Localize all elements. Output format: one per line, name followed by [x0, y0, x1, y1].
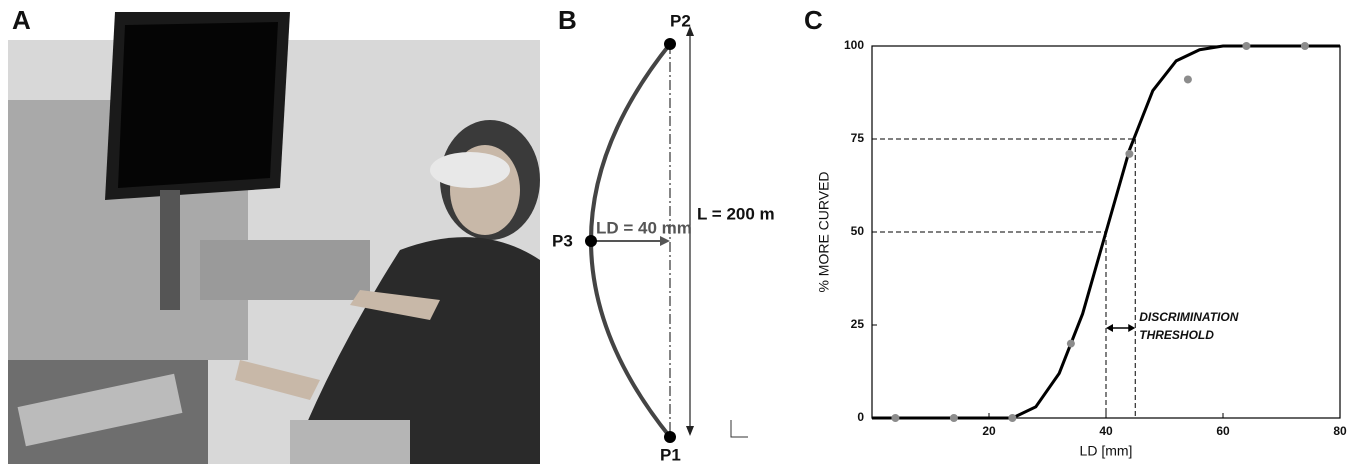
ld-label: LD = 40 mm	[596, 218, 692, 237]
data-point	[891, 414, 899, 422]
panel-label: B	[558, 5, 577, 35]
arrow-head	[1128, 324, 1135, 332]
data-point	[1242, 42, 1250, 50]
figure: A B P2 P1 P3 LD = 40 mm L = 200 m C 0 25 5…	[0, 0, 1363, 464]
x-tick-label: 80	[1333, 424, 1347, 438]
data-point	[1184, 75, 1192, 83]
y-axis-label: % MORE CURVED	[816, 171, 832, 292]
y-tick-label: 0	[857, 410, 864, 424]
data-point	[950, 414, 958, 422]
x-tick-label: 20	[982, 424, 996, 438]
x-tick-label: 60	[1216, 424, 1230, 438]
chart: 0 25 50 75 100 20 40 60 80 LD [mm] % MORE CURVED DI…	[816, 38, 1347, 459]
l-label: L = 200 m	[697, 204, 775, 223]
point-label: P1	[660, 445, 681, 464]
data-point	[1301, 42, 1309, 50]
annotation: THRESHOLD	[1139, 328, 1214, 342]
annotation: DISCRIMINATION	[1139, 310, 1238, 324]
panel-label: C	[804, 5, 823, 35]
y-tick-label: 100	[844, 38, 864, 52]
x-axis-label: LD [mm]	[1080, 443, 1133, 459]
panel-label: A	[12, 5, 31, 35]
data-point	[1008, 414, 1016, 422]
y-tick-label: 25	[851, 317, 865, 331]
data-point	[1067, 340, 1075, 348]
arrow-head	[1106, 324, 1113, 332]
y-tick-label: 50	[851, 224, 865, 238]
point-label: P3	[552, 231, 573, 250]
y-tick-label: 75	[851, 131, 865, 145]
photo	[8, 12, 540, 464]
point-label: P2	[670, 11, 691, 30]
x-tick-label: 40	[1099, 424, 1113, 438]
data-point	[1125, 150, 1133, 158]
